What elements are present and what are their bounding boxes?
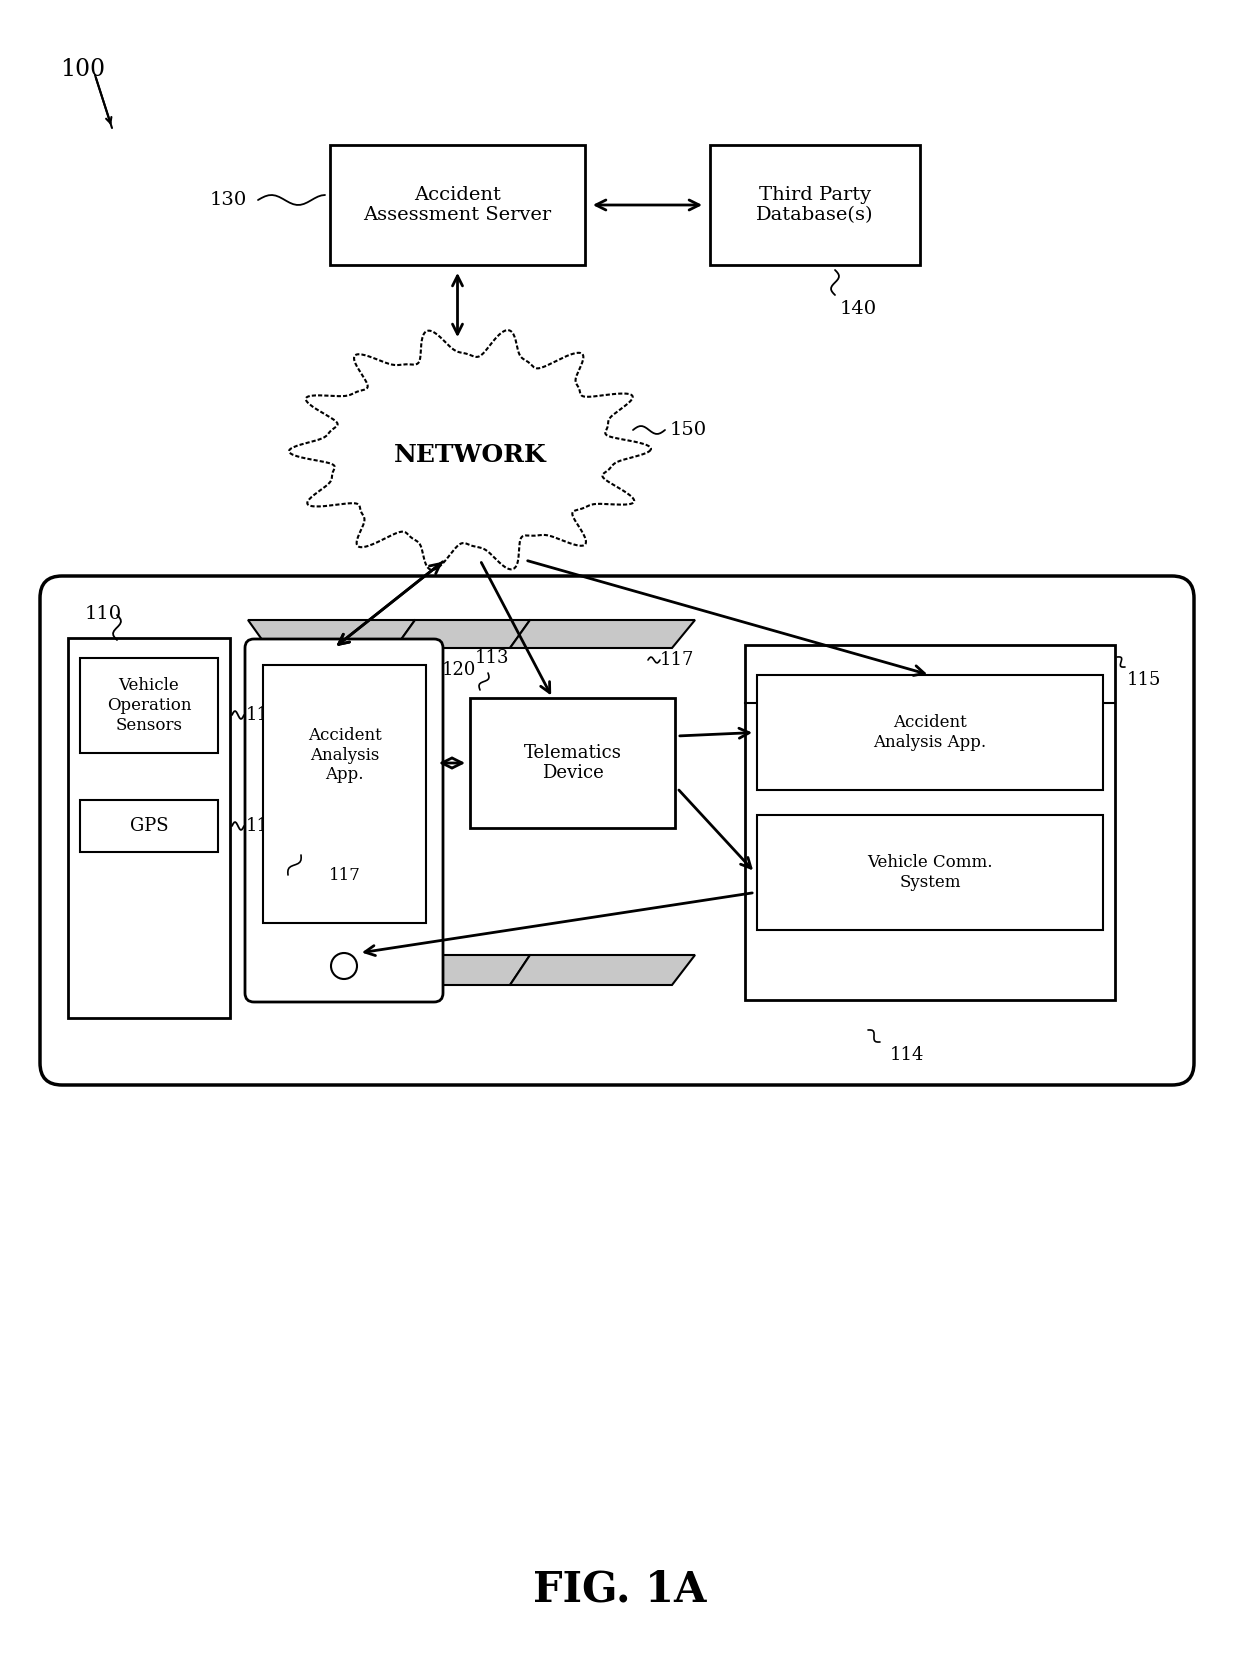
Text: Vehicle Comm.
System: Vehicle Comm. System: [867, 854, 993, 891]
Polygon shape: [248, 620, 415, 649]
Text: Telematics
Device: Telematics Device: [523, 743, 621, 783]
FancyBboxPatch shape: [711, 144, 920, 265]
Polygon shape: [510, 956, 694, 985]
FancyBboxPatch shape: [40, 576, 1194, 1085]
FancyBboxPatch shape: [470, 698, 675, 828]
Text: 115: 115: [1127, 670, 1162, 688]
Polygon shape: [248, 956, 415, 985]
Text: 112: 112: [246, 816, 280, 834]
Text: 120: 120: [441, 660, 476, 679]
FancyBboxPatch shape: [756, 815, 1104, 931]
Text: 100: 100: [60, 58, 105, 81]
Text: 130: 130: [210, 191, 247, 209]
FancyBboxPatch shape: [745, 645, 1115, 1000]
FancyBboxPatch shape: [330, 144, 585, 265]
Text: 117: 117: [660, 650, 694, 669]
Text: 113: 113: [475, 649, 510, 667]
Text: 150: 150: [670, 421, 707, 440]
Text: Accident
Assessment Server: Accident Assessment Server: [363, 186, 552, 224]
Text: FIG. 1A: FIG. 1A: [533, 1569, 707, 1611]
Text: 114: 114: [890, 1047, 924, 1063]
Polygon shape: [289, 330, 651, 569]
Text: GPS: GPS: [130, 816, 169, 834]
Text: NETWORK: NETWORK: [393, 443, 547, 466]
FancyBboxPatch shape: [263, 665, 427, 922]
Text: 140: 140: [839, 300, 877, 319]
Text: 111: 111: [246, 707, 280, 723]
FancyBboxPatch shape: [68, 639, 229, 1019]
Text: Vehicle
Operation
Sensors: Vehicle Operation Sensors: [107, 677, 191, 733]
FancyBboxPatch shape: [246, 639, 443, 1002]
FancyBboxPatch shape: [756, 675, 1104, 790]
Text: Accident
Analysis App.: Accident Analysis App.: [873, 715, 987, 752]
Text: Accident
Analysis
App.: Accident Analysis App.: [308, 727, 382, 783]
Polygon shape: [396, 620, 529, 649]
Polygon shape: [396, 956, 529, 985]
FancyBboxPatch shape: [81, 659, 218, 753]
FancyBboxPatch shape: [81, 800, 218, 853]
Text: On-Board Com.: On-Board Com.: [859, 675, 1001, 693]
Text: 110: 110: [86, 606, 122, 624]
Text: Third Party
Database(s): Third Party Database(s): [756, 186, 874, 224]
Text: 117: 117: [329, 866, 361, 884]
Circle shape: [331, 952, 357, 979]
Polygon shape: [510, 620, 694, 649]
